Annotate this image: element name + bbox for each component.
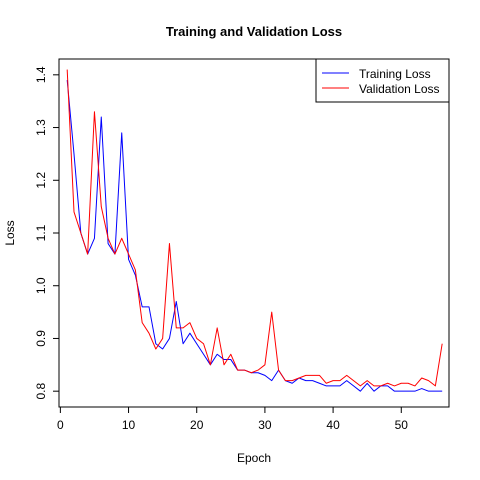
validation-loss-line xyxy=(66,69,443,387)
x-tick-label: 20 xyxy=(190,418,204,432)
x-tick-label: 50 xyxy=(395,418,409,432)
x-tick-label: 10 xyxy=(122,418,136,432)
y-axis: 0.8 0.9 1.0 1.1 1.2 1.3 1.4 xyxy=(34,66,59,400)
chart-title: Training and Validation Loss xyxy=(166,24,342,39)
y-tick-label: 0.9 xyxy=(34,330,48,347)
legend-label-validation: Validation Loss xyxy=(359,82,440,96)
series-layer xyxy=(66,69,443,392)
training-loss-line xyxy=(66,80,443,392)
y-tick-label: 1.3 xyxy=(34,119,48,136)
legend: Training Loss Validation Loss xyxy=(315,58,450,103)
y-tick-label: 1.2 xyxy=(34,172,48,189)
y-tick-label: 1.4 xyxy=(34,66,48,83)
x-tick-label: 40 xyxy=(326,418,340,432)
legend-box xyxy=(315,58,450,103)
y-tick-label: 1.1 xyxy=(34,224,48,241)
x-tick-label: 30 xyxy=(258,418,272,432)
x-axis: 0 10 20 30 40 50 xyxy=(57,407,408,432)
y-tick-label: 0.8 xyxy=(34,383,48,400)
y-axis-label: Loss xyxy=(3,220,17,245)
x-tick-label: 0 xyxy=(57,418,64,432)
x-axis-label: Epoch xyxy=(237,451,271,465)
plot-area-frame xyxy=(58,58,450,408)
y-tick-label: 1.0 xyxy=(34,277,48,294)
legend-label-training: Training Loss xyxy=(359,67,431,81)
